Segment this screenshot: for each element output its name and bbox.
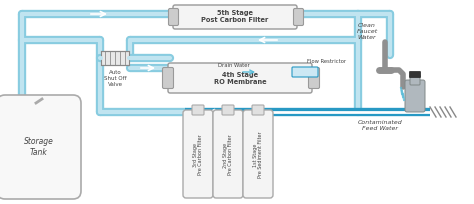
- FancyBboxPatch shape: [410, 71, 420, 78]
- FancyBboxPatch shape: [222, 105, 234, 115]
- FancyBboxPatch shape: [410, 75, 420, 85]
- Text: Auto
Shut Off
Valve: Auto Shut Off Valve: [104, 70, 126, 87]
- Text: Clean
Faucet
Water: Clean Faucet Water: [356, 23, 378, 40]
- FancyBboxPatch shape: [183, 110, 213, 198]
- FancyBboxPatch shape: [292, 67, 318, 77]
- FancyBboxPatch shape: [168, 63, 312, 93]
- FancyBboxPatch shape: [173, 5, 297, 29]
- FancyBboxPatch shape: [405, 80, 425, 112]
- FancyBboxPatch shape: [213, 110, 243, 198]
- FancyBboxPatch shape: [101, 51, 129, 65]
- FancyBboxPatch shape: [293, 9, 303, 26]
- Text: Drain Water: Drain Water: [218, 63, 250, 68]
- Text: 1st Stage
Pre Sediment Filter: 1st Stage Pre Sediment Filter: [253, 132, 264, 178]
- Text: 3rd Stage
Pre Carbon Filter: 3rd Stage Pre Carbon Filter: [192, 135, 203, 175]
- Text: Contaminated
Feed Water: Contaminated Feed Water: [357, 120, 402, 131]
- FancyBboxPatch shape: [168, 9, 179, 26]
- Text: 5th Stage
Post Carbon Filter: 5th Stage Post Carbon Filter: [201, 10, 269, 23]
- FancyBboxPatch shape: [243, 110, 273, 198]
- FancyBboxPatch shape: [309, 68, 319, 89]
- Text: Storage
Tank: Storage Tank: [24, 137, 54, 157]
- FancyBboxPatch shape: [252, 105, 264, 115]
- FancyBboxPatch shape: [163, 68, 173, 89]
- Text: 4th Stage
RO Membrane: 4th Stage RO Membrane: [214, 71, 266, 84]
- Text: 2nd Stage
Pre Carbon Filter: 2nd Stage Pre Carbon Filter: [223, 135, 233, 175]
- FancyBboxPatch shape: [0, 95, 81, 199]
- FancyBboxPatch shape: [192, 105, 204, 115]
- Text: Flow Restrictor: Flow Restrictor: [307, 59, 346, 64]
